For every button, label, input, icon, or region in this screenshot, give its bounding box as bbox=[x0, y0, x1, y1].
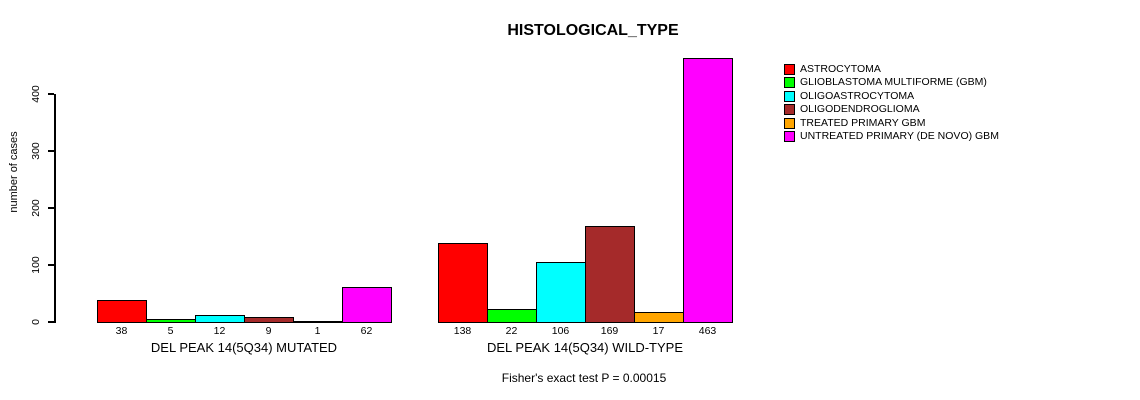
legend-color-swatch bbox=[784, 77, 795, 88]
legend-label: OLIGOASTROCYTOMA bbox=[800, 90, 915, 102]
bar-value-label: 463 bbox=[698, 325, 717, 337]
y-tick-label: 0 bbox=[30, 319, 42, 325]
legend-color-swatch bbox=[784, 118, 795, 129]
y-tick-label: 400 bbox=[30, 85, 42, 103]
bar bbox=[146, 319, 196, 323]
bar bbox=[438, 243, 488, 323]
group-label: DEL PEAK 14(5Q34) WILD-TYPE bbox=[486, 340, 684, 355]
legend-label: OLIGODENDROGLIOMA bbox=[800, 103, 920, 115]
bar-value-label: 62 bbox=[360, 325, 373, 337]
legend-color-swatch bbox=[784, 104, 795, 115]
bar-value-label: 1 bbox=[314, 325, 321, 337]
y-tick-mark bbox=[48, 321, 54, 323]
bar bbox=[683, 58, 733, 323]
y-tick-mark bbox=[48, 264, 54, 266]
y-axis-label: number of cases bbox=[8, 131, 20, 213]
y-tick-mark bbox=[48, 207, 54, 209]
bar-value-label: 17 bbox=[652, 325, 665, 337]
fisher-test-annotation: Fisher's exact test P = 0.00015 bbox=[501, 371, 667, 385]
legend-label: ASTROCYTOMA bbox=[800, 63, 881, 75]
bar bbox=[342, 287, 392, 323]
bar-value-label: 169 bbox=[600, 325, 619, 337]
bar-value-label: 9 bbox=[265, 325, 272, 337]
chart-title: HISTOLOGICAL_TYPE bbox=[507, 22, 679, 39]
legend-color-swatch bbox=[784, 64, 795, 75]
legend-item: ASTROCYTOMA bbox=[784, 64, 881, 75]
bar-value-label: 12 bbox=[213, 325, 226, 337]
bar-value-label: 38 bbox=[115, 325, 128, 337]
legend-label: GLIOBLASTOMA MULTIFORME (GBM) bbox=[800, 76, 987, 88]
legend-label: UNTREATED PRIMARY (DE NOVO) GBM bbox=[800, 130, 999, 142]
legend-item: TREATED PRIMARY GBM bbox=[784, 118, 925, 129]
bar bbox=[293, 321, 343, 323]
legend-label: TREATED PRIMARY GBM bbox=[800, 117, 926, 129]
bar bbox=[634, 312, 684, 323]
bar-value-label: 138 bbox=[453, 325, 472, 337]
legend-item: OLIGODENDROGLIOMA bbox=[784, 104, 920, 115]
y-axis-line bbox=[54, 94, 56, 323]
bar-value-label: 22 bbox=[505, 325, 518, 337]
bar bbox=[487, 309, 537, 323]
bar bbox=[536, 262, 586, 323]
legend-color-swatch bbox=[784, 131, 795, 142]
bar bbox=[195, 315, 245, 323]
group-label: DEL PEAK 14(5Q34) MUTATED bbox=[150, 340, 338, 355]
y-tick-label: 300 bbox=[30, 142, 42, 160]
bar-value-label: 106 bbox=[551, 325, 570, 337]
bar bbox=[244, 317, 294, 323]
legend-item: UNTREATED PRIMARY (DE NOVO) GBM bbox=[784, 131, 999, 142]
legend-item: OLIGOASTROCYTOMA bbox=[784, 91, 914, 102]
y-tick-label: 200 bbox=[30, 199, 42, 217]
y-tick-mark bbox=[48, 150, 54, 152]
legend-color-swatch bbox=[784, 91, 795, 102]
legend-item: GLIOBLASTOMA MULTIFORME (GBM) bbox=[784, 77, 987, 88]
bar-value-label: 5 bbox=[167, 325, 174, 337]
y-tick-mark bbox=[48, 93, 54, 95]
bar bbox=[585, 226, 635, 323]
bar bbox=[97, 300, 147, 323]
y-tick-label: 100 bbox=[30, 256, 42, 274]
